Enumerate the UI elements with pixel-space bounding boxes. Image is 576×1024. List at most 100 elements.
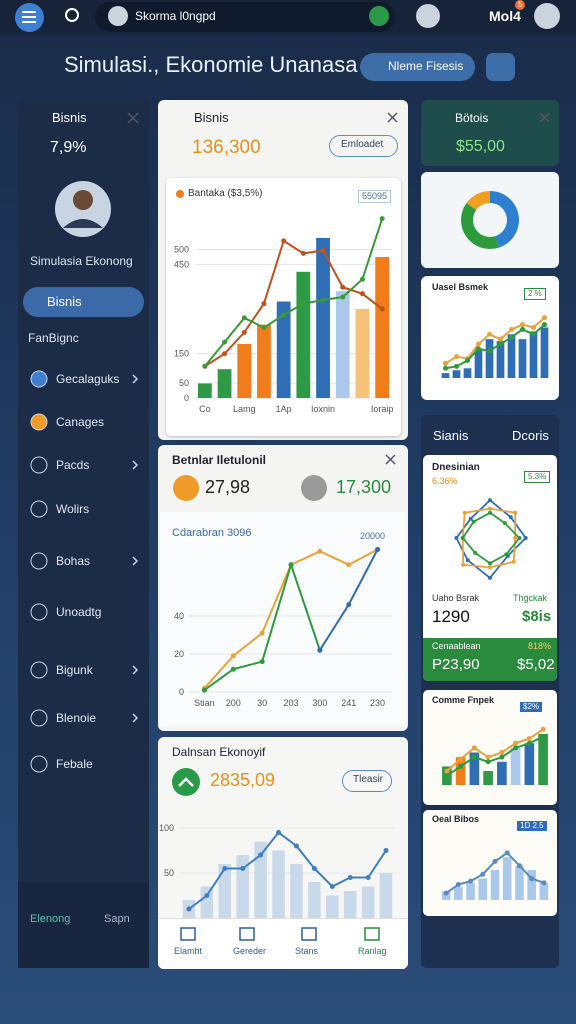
bar [496,341,505,378]
economy-button[interactable] [342,770,392,792]
point [281,312,287,318]
point [329,884,335,889]
point [240,866,246,871]
nav-tab: Elenong [30,913,71,925]
y-tick-label: 50 [164,868,174,878]
stat-value: $8is [522,608,552,625]
point [509,334,514,340]
bar [529,331,538,378]
point [443,890,449,896]
point [454,354,459,360]
point [230,653,236,659]
point [340,294,346,300]
point [488,506,492,511]
bar [515,865,524,900]
point [540,734,546,740]
point [488,565,492,570]
icon-button[interactable] [486,53,515,81]
x-tick-label: 241 [341,698,356,708]
nav-item: Wolirs [56,502,90,516]
point [516,863,522,869]
status-icon [369,6,389,26]
point [502,521,507,526]
y-tick-label: 20 [174,649,184,659]
point [201,687,207,693]
point [511,559,516,564]
download-button[interactable] [329,135,398,157]
bar [454,887,463,900]
bar [539,882,549,900]
bar [272,850,285,918]
header-button[interactable] [360,53,475,81]
point [488,510,492,515]
point [317,548,323,554]
legend-dot [176,190,184,198]
button-label: Tleasir [353,774,384,785]
bar [466,882,475,900]
point [204,893,210,898]
nav-tab: Ranlag [358,946,387,956]
up-icon [178,777,194,787]
point [375,547,381,552]
sidebar-stat: 7,9% [50,139,87,156]
indicator [301,475,327,501]
point [462,510,467,515]
point [241,329,247,335]
point [509,326,514,332]
bar [361,886,375,918]
tab-icon [239,927,255,941]
bar [290,864,303,918]
legend-label: Bantaka ($3,5%) [188,188,263,199]
card-title: Bötois [455,111,489,125]
point [468,878,474,884]
y-tick-label: 500 [174,245,189,255]
point [454,536,459,540]
bar [237,343,252,398]
point [300,301,306,307]
card-subtitle: 6.36% [432,476,458,486]
bar [308,882,321,918]
point [241,315,247,321]
nav-icon [30,413,48,431]
x-tick-label: 30 [257,698,267,708]
indicator [173,475,199,501]
search-field[interactable] [95,2,395,32]
point [259,659,265,665]
point [485,754,491,760]
point [300,250,306,256]
close-icon[interactable] [127,112,550,465]
nav-item: Blenoie [56,711,97,725]
indicator [172,768,200,796]
card-value: 136,300 [192,137,261,158]
tab-icon [301,927,317,941]
bar [197,383,212,398]
point [540,726,546,732]
bar [200,886,214,918]
point [465,558,470,563]
point [222,351,228,357]
bar [474,348,483,378]
bar [540,327,549,378]
point [542,315,547,321]
card-title: Comme Fnpek [432,695,495,705]
point [471,754,477,760]
tab-icon [180,927,196,941]
point [346,602,352,608]
stat-label: Thgckak [513,593,548,603]
point [471,745,477,751]
point [347,875,353,880]
point [541,880,547,886]
panel-title: Dcoris [512,428,549,443]
bar [502,857,512,900]
point [517,536,522,540]
point [468,516,473,521]
bar [485,339,494,378]
bar [335,291,350,398]
point [443,365,448,371]
point [458,756,464,762]
search-icon[interactable] [65,8,79,22]
bar [490,870,500,900]
active-item[interactable] [23,287,144,317]
x-tick-label: 203 [283,698,298,708]
point [487,348,492,354]
